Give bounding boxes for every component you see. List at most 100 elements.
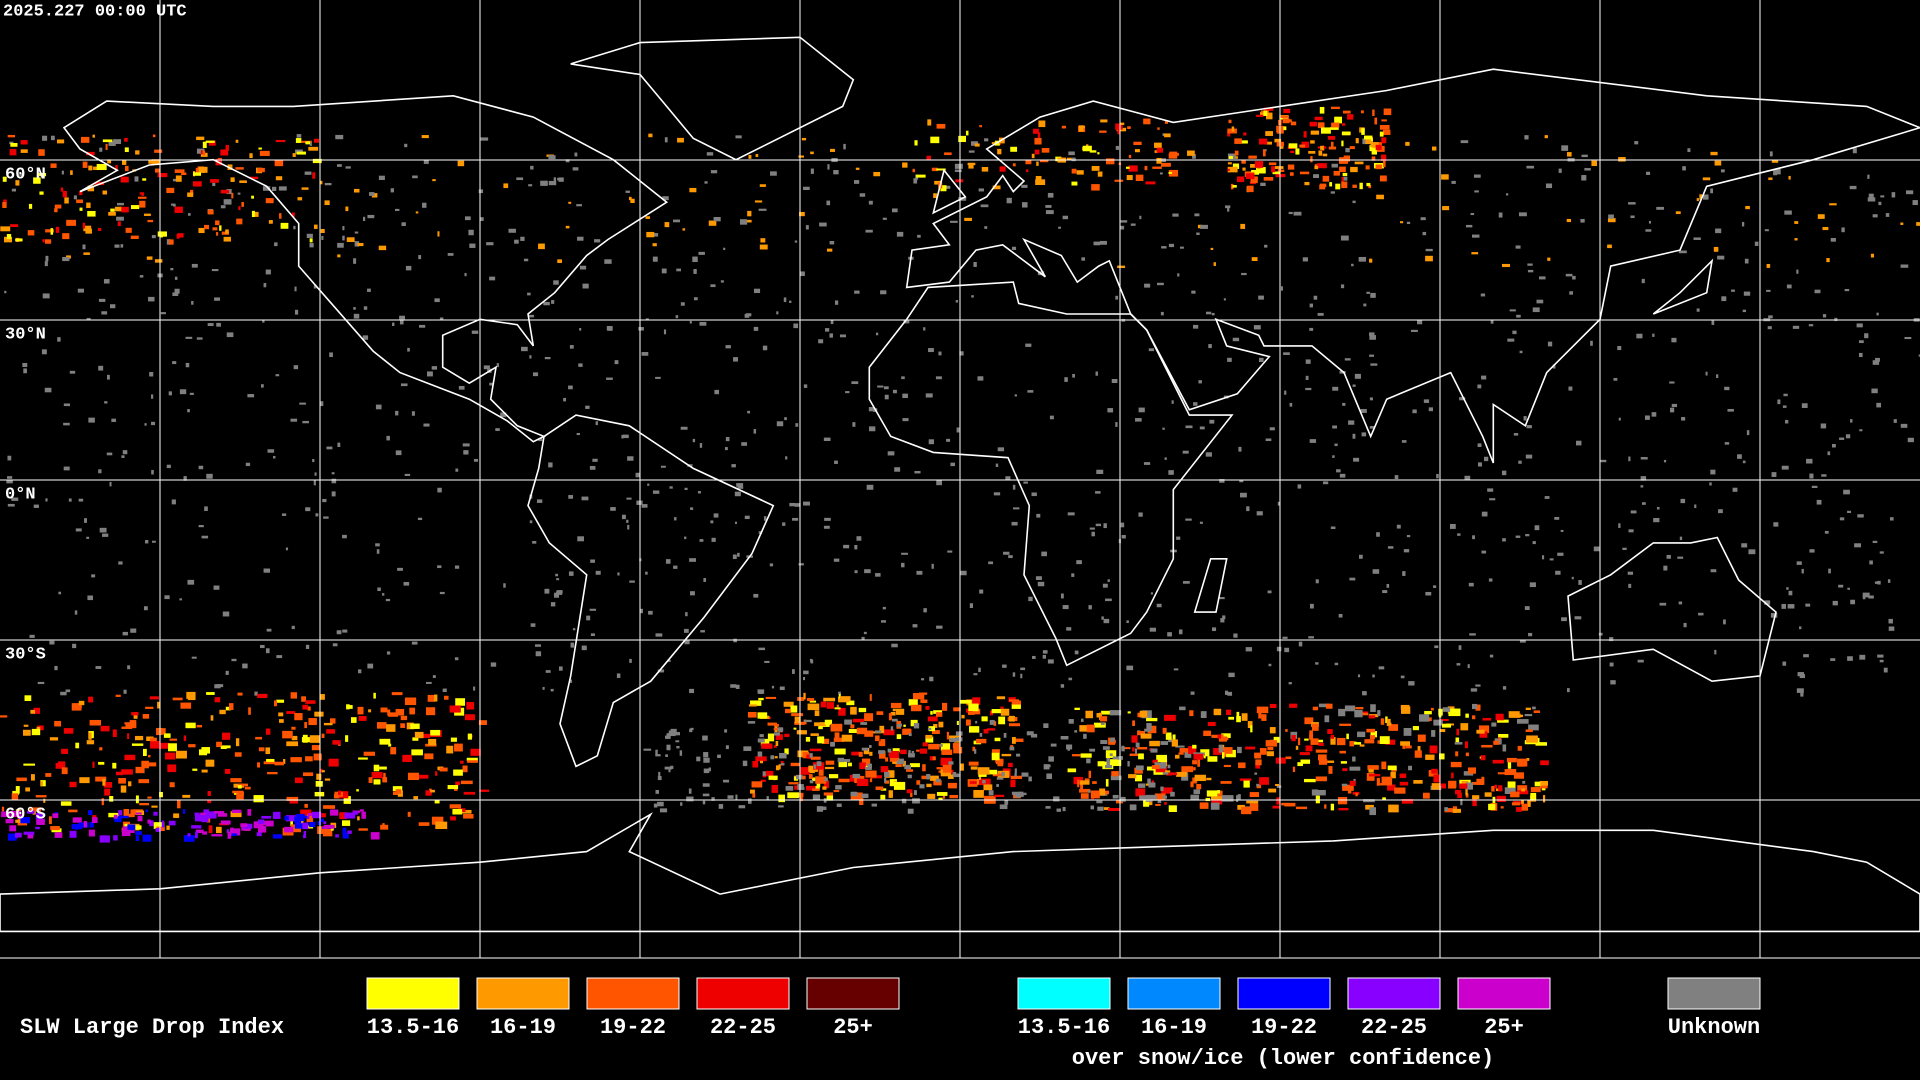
cloud-pixel [256,832,262,837]
cloud-pixel [353,188,360,193]
cloud-pixel [23,831,35,835]
cloud-pixel [1110,737,1115,742]
cloud-pixel [1345,147,1350,153]
cloud-pixel [851,751,863,756]
cloud-pixel [1786,284,1792,289]
cloud-pixel [337,254,341,258]
cloud-pixel [431,816,444,825]
cloud-pixel [775,765,780,771]
cloud-pixel [884,771,890,778]
cloud-pixel [530,165,534,170]
cloud-pixel [1394,787,1406,794]
cloud-pixel [1079,788,1091,793]
cloud-pixel [1386,583,1390,588]
cloud-pixel [655,789,659,794]
cloud-pixel [55,763,66,769]
cloud-pixel [1035,179,1046,185]
cloud-pixel [1429,745,1438,754]
cloud-pixel [124,754,136,761]
cloud-pixel [581,645,587,651]
cloud-pixel [770,171,777,176]
cloud-pixel [1770,613,1778,618]
cloud-pixel [447,253,454,256]
cloud-pixel [1143,798,1150,807]
cloud-pixel [1525,707,1531,711]
cloud-pixel [313,753,322,761]
cloud-pixel [975,720,978,724]
cloud-pixel [251,195,254,199]
cloud-pixel [86,317,91,321]
cloud-pixel [921,775,931,780]
cloud-pixel [196,337,203,340]
cloud-pixel [555,573,559,577]
cloud-pixel [1439,729,1446,733]
cloud-pixel [1783,393,1788,397]
cloud-pixel [942,794,946,799]
cloud-pixel [922,742,928,747]
cloud-pixel [648,610,653,615]
cloud-pixel [405,265,412,271]
cloud-pixel [1788,590,1793,596]
cloud-pixel [1628,583,1632,588]
cloud-pixel [1191,290,1196,294]
cloud-pixel [661,268,667,274]
cloud-pixel [1489,654,1494,658]
cloud-pixel [947,774,954,779]
cloud-pixel [621,514,626,520]
cloud-pixel [466,757,478,762]
cloud-pixel [449,804,461,809]
cloud-pixel [972,697,981,705]
cloud-pixel [882,606,886,610]
cloud-pixel [286,711,296,714]
cloud-pixel [1628,529,1634,533]
cloud-pixel [929,775,939,781]
cloud-pixel [173,204,176,207]
cloud-pixel [928,743,940,750]
cloud-pixel [425,790,432,796]
cloud-pixel [1502,686,1507,690]
cloud-pixel [896,734,902,740]
cloud-pixel [1442,707,1451,712]
cloud-pixel [241,201,244,207]
cloud-pixel [784,417,787,421]
cloud-pixel [1830,658,1836,661]
cloud-pixel [968,726,980,733]
cloud-pixel [361,811,366,819]
cloud-pixel [1710,188,1714,194]
cloud-pixel [1320,145,1324,150]
cloud-pixel [174,169,185,173]
cloud-pixel [779,752,787,759]
cloud-pixel [725,447,728,451]
cloud-pixel [929,756,935,761]
cloud-pixel [239,180,247,183]
cloud-pixel [1257,166,1261,169]
cloud-pixel [29,807,42,812]
cloud-pixel [10,224,19,228]
cloud-pixel [294,713,303,721]
cloud-pixel [1297,762,1303,767]
cloud-pixel [998,716,1006,725]
cloud-pixel [884,777,887,783]
cloud-pixel [1370,335,1376,338]
cloud-pixel [784,748,789,755]
cloud-pixel [1220,781,1232,784]
cloud-pixel [1144,728,1151,732]
cloud-pixel [72,643,77,649]
cloud-pixel [1628,202,1636,205]
cloud-pixel [645,571,648,575]
cloud-pixel [700,630,705,633]
cloud-pixel [1258,712,1262,719]
cloud-pixel [759,184,766,187]
cloud-pixel [867,763,872,769]
cloud-pixel [1368,769,1374,773]
cloud-pixel [1709,482,1712,486]
cloud-pixel [15,786,20,794]
cloud-pixel [1080,782,1084,790]
cloud-pixel [187,213,191,216]
cloud-pixel [708,220,717,226]
cloud-pixel [1227,168,1230,172]
cloud-pixel [646,231,655,238]
cloud-pixel [1048,764,1051,768]
cloud-pixel [1610,680,1616,685]
cloud-pixel [1318,742,1324,746]
